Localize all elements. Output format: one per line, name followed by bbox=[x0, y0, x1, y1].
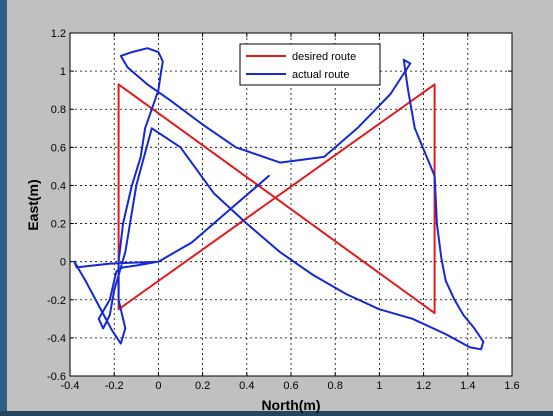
y-tick-label: -0.2 bbox=[47, 295, 66, 307]
x-tick-label: 1.2 bbox=[416, 380, 431, 392]
y-tick-label: 0.4 bbox=[51, 180, 66, 192]
y-tick-label: 1 bbox=[60, 66, 66, 78]
y-tick-label: 0 bbox=[60, 257, 66, 269]
y-tick-label: 0.6 bbox=[51, 142, 66, 154]
legend-label-actual: actual route bbox=[292, 69, 349, 81]
x-tick-label: 0.6 bbox=[283, 380, 298, 392]
x-tick-label: 1 bbox=[376, 380, 382, 392]
y-tick-label: 0.2 bbox=[51, 219, 66, 231]
x-axis-label: North(m) bbox=[261, 397, 320, 413]
legend-label-desired: desired route bbox=[292, 51, 356, 63]
y-tick-label: 1.2 bbox=[51, 28, 66, 40]
x-tick-label: 0.8 bbox=[328, 380, 343, 392]
x-tick-label: -0.2 bbox=[105, 380, 124, 392]
y-tick-label: -0.4 bbox=[47, 333, 66, 345]
x-tick-label: 1.4 bbox=[460, 380, 475, 392]
y-tick-label: 0.8 bbox=[51, 104, 66, 116]
x-tick-label: 1.6 bbox=[504, 380, 519, 392]
y-axis-label: East(m) bbox=[25, 179, 41, 230]
x-tick-label: 0.2 bbox=[195, 380, 210, 392]
x-tick-label: 0.4 bbox=[239, 380, 254, 392]
y-tick-label: -0.6 bbox=[47, 371, 66, 383]
legend: desired route actual route bbox=[240, 44, 380, 85]
x-tick-label: 0 bbox=[155, 380, 161, 392]
